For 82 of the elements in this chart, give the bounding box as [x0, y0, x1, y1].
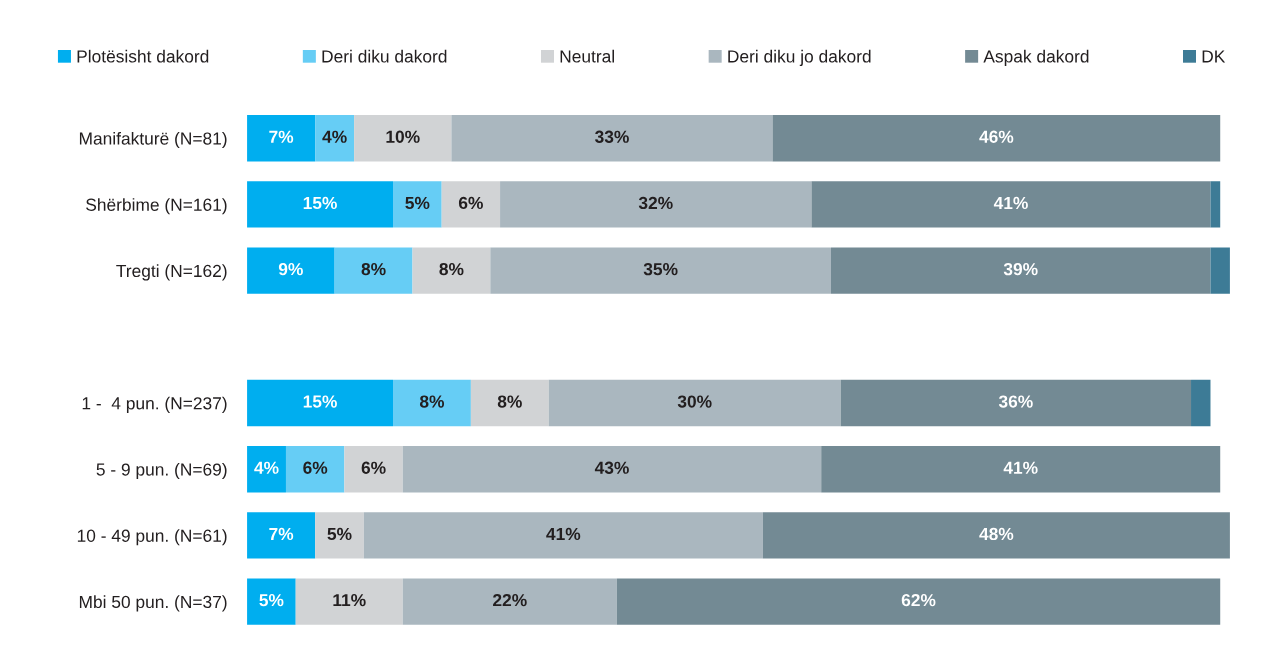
data-label: 32%: [638, 196, 673, 210]
data-label: 7%: [269, 527, 294, 541]
bar: [315, 512, 364, 559]
bar: [402, 446, 822, 493]
data-label: 11%: [333, 594, 366, 607]
y-tick-label: 5 - 9 pun. (N=69): [96, 462, 227, 480]
data-label: 6%: [361, 461, 386, 474]
data-label: 6%: [458, 196, 483, 210]
bar: [363, 512, 763, 559]
legend-label: Aspak dakord: [983, 49, 1089, 66]
bar: [1191, 379, 1211, 427]
bar: [247, 578, 296, 625]
data-label: 41%: [993, 196, 1028, 210]
bar: [247, 512, 316, 559]
data-label: 15%: [303, 395, 337, 408]
legend-label: Plotësisht dakord: [77, 49, 209, 63]
data-label: 8%: [419, 395, 445, 408]
bar: [393, 379, 471, 427]
bar: [247, 247, 335, 294]
bar: [1210, 181, 1221, 228]
bar: [393, 181, 442, 228]
bar: [772, 115, 1221, 162]
legend-label: Deri diku jo dakord: [728, 49, 871, 66]
data-label: 10%: [386, 130, 420, 143]
bar: [490, 247, 831, 294]
data-label: 8%: [439, 262, 464, 276]
bar: [247, 379, 394, 427]
bar: [811, 181, 1211, 228]
bar: [616, 578, 1221, 625]
bar: [247, 446, 286, 493]
data-label: 9%: [278, 262, 303, 276]
bar: [762, 512, 1230, 559]
data-label: 36%: [998, 395, 1033, 408]
data-label: 15%: [303, 196, 337, 210]
bar: [344, 446, 403, 493]
bar: [441, 181, 501, 228]
bar: [500, 181, 812, 228]
data-label: 46%: [979, 130, 1014, 143]
bar: [840, 379, 1192, 427]
data-label: 33%: [595, 130, 629, 143]
data-label: 39%: [1003, 262, 1038, 276]
bar: [830, 247, 1211, 294]
y-tick-label: Manifakturë (N=81): [79, 131, 227, 149]
bar: [247, 181, 394, 228]
data-label: 5%: [327, 527, 352, 541]
data-label: 35%: [643, 262, 678, 276]
data-label: 30%: [677, 395, 712, 408]
data-label: 4%: [322, 130, 347, 143]
bar: [402, 578, 617, 625]
legend-label: DK: [1202, 50, 1226, 63]
bar: [412, 247, 491, 294]
bar: [315, 115, 355, 162]
data-label: 41%: [546, 527, 581, 541]
data-label: 43%: [594, 461, 629, 474]
data-label: 48%: [979, 527, 1014, 541]
data-label: 6%: [303, 461, 328, 474]
legend-label: Deri diku dakord: [322, 49, 447, 63]
bar: [295, 578, 403, 625]
legend-label: Neutral: [560, 49, 614, 63]
data-label: 41%: [1003, 461, 1038, 474]
y-tick-label: Tregti (N=162): [116, 264, 227, 281]
y-tick-label: Mbi 50 pun. (N=37): [79, 595, 227, 612]
y-tick-label: 10 - 49 pun. (N=61): [77, 529, 227, 546]
data-label: 7%: [269, 130, 294, 143]
data-label: 8%: [361, 262, 386, 276]
y-tick-label: 1 - 4 pun. (N=237): [82, 396, 227, 413]
bar: [285, 446, 345, 493]
data-label: 8%: [497, 395, 522, 408]
data-label: 5%: [259, 594, 284, 607]
bar: [451, 115, 773, 162]
data-label: 5%: [405, 196, 430, 210]
data-label: 62%: [901, 593, 936, 607]
bar: [247, 115, 316, 162]
data-label: 22%: [493, 593, 527, 607]
data-label: 4%: [254, 461, 279, 474]
bar: [821, 446, 1221, 493]
bar: [470, 379, 549, 427]
bar: [354, 115, 452, 162]
bar: [1210, 247, 1230, 294]
bar: [548, 379, 841, 427]
y-tick-label: Shërbime (N=161): [86, 198, 227, 215]
bar: [334, 247, 413, 294]
